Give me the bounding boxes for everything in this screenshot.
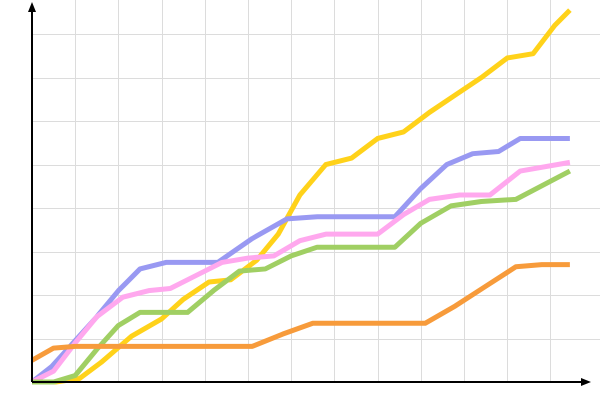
series-line-pink [30,159,571,385]
series-line-purple [30,135,570,384]
series-line-green [32,168,572,385]
axes-layer [28,2,591,386]
series-layer [30,8,572,385]
y-axis-arrowhead [28,2,36,12]
series-line-orange [30,262,570,363]
x-axis-arrowhead [581,378,591,386]
